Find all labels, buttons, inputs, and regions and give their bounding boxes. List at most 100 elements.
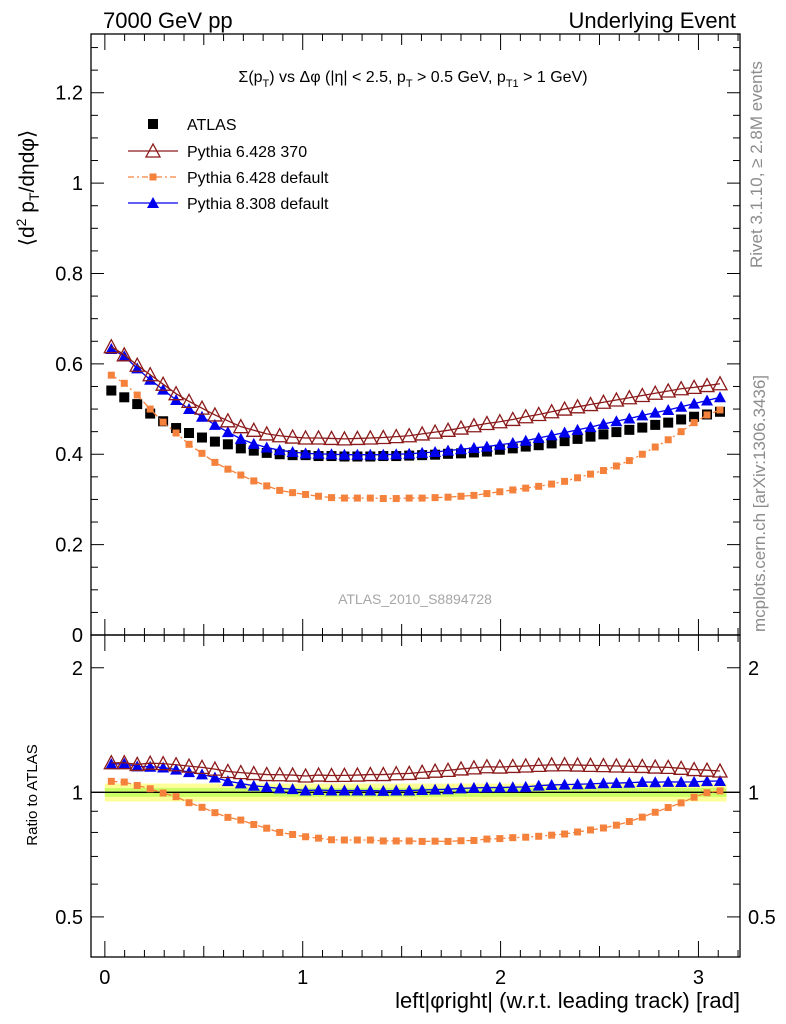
ratio-point <box>375 766 392 782</box>
ratio-point <box>548 831 556 839</box>
ratio-y-tick-label-right: 0.5 <box>748 907 776 929</box>
ratio-panel-data <box>91 754 740 845</box>
ratio-point <box>496 835 504 843</box>
data-point <box>219 412 236 428</box>
y-tick-label: 0.8 <box>55 263 83 285</box>
ratio-point <box>716 787 724 795</box>
ratio-point <box>703 789 711 797</box>
data-point <box>686 378 703 395</box>
ratio-point <box>467 781 480 793</box>
ratio-y-tick-label: 1 <box>72 782 83 804</box>
ratio-point <box>224 813 232 821</box>
ratio-y-tick-label-right: 2 <box>748 658 759 680</box>
data-point <box>146 405 154 413</box>
data-point <box>196 432 207 443</box>
data-point <box>520 441 531 452</box>
ratio-point <box>713 775 726 787</box>
ratio-point <box>297 767 314 783</box>
ratio-point <box>323 767 340 783</box>
data-point <box>401 427 418 443</box>
data-point <box>610 415 623 427</box>
legend-marker <box>148 119 158 129</box>
data-point <box>323 430 340 446</box>
ratio-point <box>439 761 457 778</box>
ratio-point <box>129 756 146 772</box>
data-point <box>548 480 556 488</box>
ratio-point <box>211 809 219 817</box>
data-point <box>599 467 607 475</box>
data-point <box>171 423 182 434</box>
ratio-point <box>390 784 403 796</box>
data-point <box>261 447 272 458</box>
data-point <box>142 366 159 382</box>
data-point <box>315 492 323 500</box>
data-point <box>351 448 364 460</box>
header-right-label: Underlying Event <box>568 8 736 33</box>
ratio-point <box>366 836 374 844</box>
series-pythia-6-428-370 <box>103 338 729 446</box>
data-point <box>133 391 141 399</box>
ratio-point <box>517 757 534 773</box>
ratio-point <box>584 777 597 789</box>
data-point <box>543 403 560 419</box>
data-point <box>297 429 314 445</box>
ratio-point <box>167 756 185 772</box>
x-axis: 0 1 2 3 <box>99 34 739 989</box>
data-point <box>336 430 353 446</box>
legend-marker <box>144 142 162 158</box>
legend-label: ATLAS <box>187 117 237 134</box>
ratio-point <box>509 834 517 842</box>
data-point <box>519 434 532 446</box>
data-point <box>403 447 416 459</box>
data-point <box>634 387 651 403</box>
ratio-point <box>273 782 286 794</box>
data-point <box>470 491 478 499</box>
ratio-point <box>429 783 442 795</box>
data-point <box>273 444 286 456</box>
legend-label: Pythia 6.428 default <box>187 170 329 187</box>
data-point <box>116 346 133 362</box>
ratio-point <box>172 793 180 801</box>
data-point <box>716 406 724 414</box>
ratio-point <box>452 760 470 776</box>
data-point <box>608 391 625 407</box>
ratio-point <box>442 783 455 795</box>
ratio-point <box>569 756 586 772</box>
data-point <box>649 406 662 418</box>
data-point <box>284 428 301 444</box>
data-point <box>222 439 233 450</box>
data-point <box>180 393 198 409</box>
ratio-point <box>401 765 418 781</box>
ratio-point <box>284 766 301 782</box>
data-point <box>198 449 206 457</box>
data-point <box>597 417 610 429</box>
ratio-point <box>664 804 672 812</box>
data-point <box>185 440 193 448</box>
ratio-point <box>556 756 573 772</box>
data-point <box>586 470 594 478</box>
ratio-point <box>493 781 506 793</box>
ratio-point <box>142 754 159 770</box>
data-point <box>478 415 495 431</box>
data-point <box>245 421 262 437</box>
data-point <box>145 408 156 419</box>
data-point <box>429 445 442 457</box>
ratio-point <box>286 783 299 795</box>
data-point <box>392 495 400 503</box>
data-point <box>211 458 219 466</box>
data-point <box>595 393 612 409</box>
data-point <box>690 419 698 427</box>
ratio-point <box>483 835 491 843</box>
data-point <box>405 494 413 502</box>
ratio-point <box>340 836 348 844</box>
data-point <box>569 398 586 414</box>
ratio-point <box>651 808 659 816</box>
ratio-point <box>662 775 675 787</box>
data-point <box>167 385 185 401</box>
data-point <box>561 477 569 485</box>
main-panel-data <box>103 338 729 503</box>
ratio-series-pythia-6-428-default <box>107 777 724 845</box>
ratio-point <box>170 763 183 775</box>
data-point <box>625 457 633 465</box>
